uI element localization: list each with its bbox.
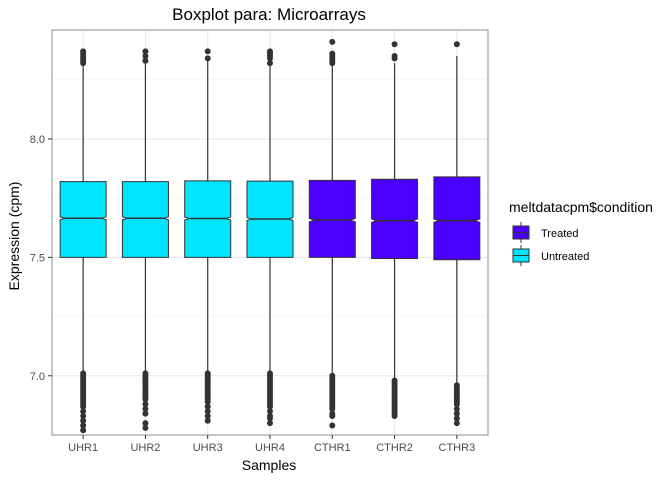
x-axis-title: Samples: [242, 457, 296, 473]
outlier-point: [142, 57, 149, 64]
legend-label: Treated: [541, 228, 579, 240]
outlier-point: [204, 417, 211, 424]
outlier-point: [391, 41, 398, 48]
outlier-point: [329, 405, 336, 412]
outlier-point: [142, 48, 149, 55]
legend-key-treated: [512, 222, 530, 243]
legend-key-untreated: [512, 245, 530, 266]
outlier-point: [80, 417, 87, 424]
outlier-point: [329, 38, 336, 45]
outlier-point: [80, 427, 87, 434]
outlier-point: [142, 396, 149, 403]
outlier-point: [453, 41, 460, 48]
outlier-point: [453, 405, 460, 412]
box-body: [371, 178, 419, 260]
outlier-point: [142, 401, 149, 408]
outlier-point: [267, 48, 273, 55]
boxplot-series: [59, 38, 481, 434]
outlier-point: [267, 403, 273, 410]
x-tick-label: CTHR1: [314, 442, 351, 454]
y-tick-label: 7.0: [30, 371, 45, 383]
outlier-point: [453, 410, 460, 417]
outlier-point: [267, 415, 273, 422]
box-uhr1: [59, 48, 107, 434]
outlier-point: [204, 55, 211, 62]
y-tick-label: 8.0: [30, 134, 45, 146]
outlier-point: [267, 60, 273, 67]
y-axis-title: Expression (cpm): [6, 182, 22, 291]
outlier-point: [142, 53, 149, 60]
box-body: [59, 181, 107, 258]
outlier-point: [142, 410, 149, 417]
x-axis: UHR1 UHR2 UHR3 UHR4 CTHR1 CTHR2 CTHR3: [68, 435, 475, 454]
box-cthr2: [371, 41, 419, 420]
outlier-point: [80, 422, 87, 429]
outlier-point: [453, 420, 460, 427]
outlier-point: [142, 420, 149, 427]
outlier-point: [391, 413, 398, 420]
outlier-point: [80, 403, 87, 410]
legend: meltdatacpm$condition Treated Untreated: [509, 199, 653, 266]
x-tick-label: CTHR3: [439, 442, 476, 454]
outlier-point: [267, 420, 273, 427]
outlier-point: [329, 50, 336, 57]
outlier-point: [453, 401, 460, 408]
box-cthr3: [433, 41, 481, 427]
y-axis: 7.0 7.5 8.0: [30, 134, 52, 383]
outlier-point: [80, 408, 87, 415]
box-body: [308, 179, 356, 258]
x-tick-label: UHR1: [68, 442, 98, 454]
outlier-point: [329, 413, 336, 420]
box-body: [121, 181, 169, 258]
x-tick-label: UHR2: [130, 442, 160, 454]
outlier-point: [142, 405, 149, 412]
outlier-point: [453, 415, 460, 422]
box-uhr3: [184, 48, 232, 424]
outlier-point: [80, 413, 87, 420]
box-body: [433, 176, 481, 261]
outlier-point: [267, 408, 273, 415]
outlier-point: [329, 422, 336, 429]
legend-label: Untreated: [541, 251, 589, 263]
x-tick-label: CTHR2: [376, 442, 413, 454]
x-tick-label: UHR3: [193, 442, 223, 454]
x-tick-label: UHR4: [255, 442, 285, 454]
chart-title: Boxplot para: Microarrays: [172, 5, 366, 24]
box-uhr4: [246, 48, 294, 427]
outlier-point: [204, 48, 211, 55]
outlier-point: [204, 408, 211, 415]
y-tick-label: 7.5: [30, 252, 45, 264]
outlier-point: [142, 424, 149, 431]
box-cthr1: [308, 38, 356, 429]
outlier-point: [204, 413, 211, 420]
outlier-point: [80, 48, 87, 55]
legend-title: meltdatacpm$condition: [509, 199, 653, 215]
outlier-point: [204, 398, 211, 405]
box-uhr2: [121, 48, 169, 431]
outlier-point: [204, 403, 211, 410]
outlier-point: [391, 53, 398, 60]
